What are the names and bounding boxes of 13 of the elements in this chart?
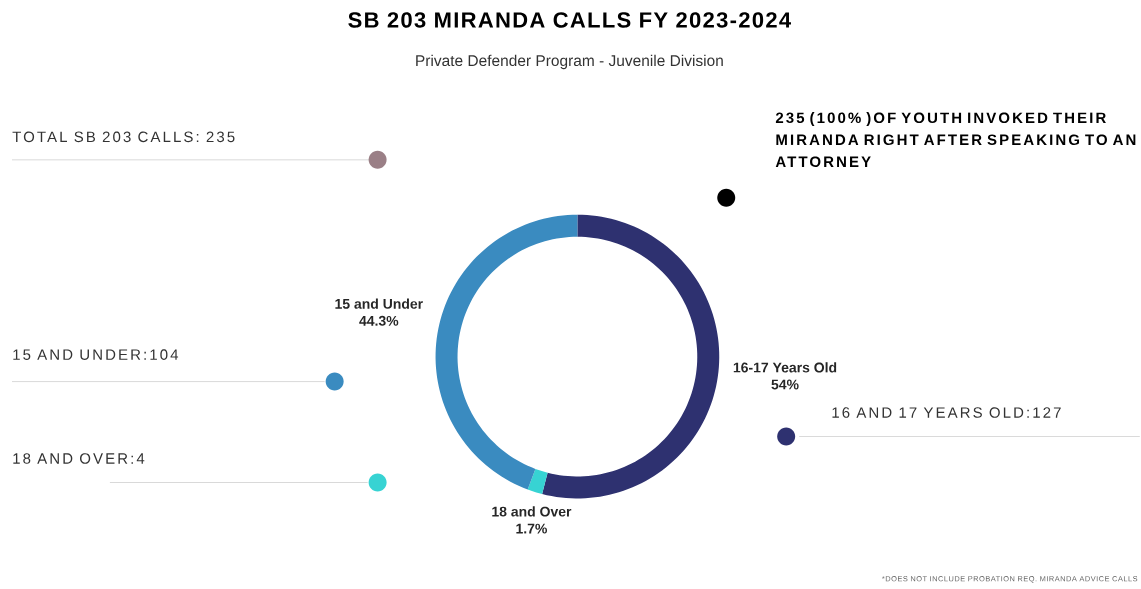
text: TOTAL SB 203 CALLS: 235 xyxy=(12,131,235,142)
data-label: 54% xyxy=(771,379,799,390)
data-label: 1.7% xyxy=(516,523,547,534)
data-label: 44.3% xyxy=(359,315,399,326)
text: 235 (100% )OF YOUTH INVOKED THEIR MIRANDA RIGHT AFTER SPEAKING TO AN ATTORNEY xyxy=(775,111,1136,167)
text: 18 AND OVER:4 xyxy=(13,453,145,464)
chart-subtitle: Private Defender Program - Juvenile Division xyxy=(416,54,723,69)
slice-label: 16-17 Years Old xyxy=(733,362,837,373)
slice-label: 15 and Under xyxy=(335,298,423,309)
slice-label: 18 and Over xyxy=(492,506,572,517)
chart-title: SB 203 MIRANDA CALLS FY 2023-2024 xyxy=(348,11,791,28)
text: 15 AND UNDER:104 xyxy=(13,349,179,360)
text: 16 AND 17 YEARS OLD:127 xyxy=(832,407,1061,418)
